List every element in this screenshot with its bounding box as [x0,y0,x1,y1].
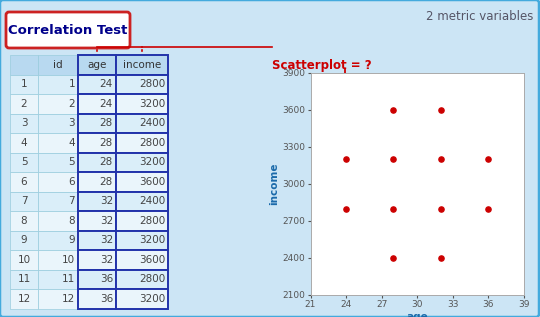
Text: 8: 8 [69,216,75,226]
Text: 4: 4 [21,138,28,148]
Bar [38,152,78,172]
Bar [10,172,38,191]
Bar [78,269,116,289]
Text: 28: 28 [100,157,113,167]
Bar [116,172,168,191]
Point [484,206,492,211]
Bar [10,113,38,133]
Text: 3200: 3200 [139,235,165,245]
Bar [38,191,78,211]
Text: 2800: 2800 [139,79,165,89]
Bar [116,289,168,308]
Text: id: id [53,60,63,70]
Text: 5: 5 [69,157,75,167]
Text: 32: 32 [100,196,113,206]
Text: 12: 12 [17,294,31,304]
Text: 2800: 2800 [139,216,165,226]
Text: 3200: 3200 [139,294,165,304]
Text: 28: 28 [100,138,113,148]
Text: 3: 3 [21,118,28,128]
Text: 24: 24 [100,99,113,109]
FancyBboxPatch shape [6,12,130,48]
Text: 6: 6 [21,177,28,187]
Bar [10,191,38,211]
Bar [116,133,168,152]
Text: 11: 11 [62,274,75,284]
Bar [10,289,38,308]
Point [342,157,350,162]
Text: 12: 12 [62,294,75,304]
Text: 32: 32 [100,235,113,245]
Text: 1: 1 [69,79,75,89]
Text: 2400: 2400 [139,196,165,206]
Text: 3200: 3200 [139,157,165,167]
Text: 2: 2 [69,99,75,109]
Bar [78,152,116,172]
Bar [78,230,116,250]
Text: 32: 32 [100,216,113,226]
Text: 5: 5 [21,157,28,167]
Bar [10,152,38,172]
Bar [38,113,78,133]
Point [342,206,350,211]
Bar [38,230,78,250]
Text: 9: 9 [21,235,28,245]
Text: 32: 32 [100,255,113,265]
Point [436,255,445,260]
Bar [38,250,78,269]
Text: 24: 24 [100,79,113,89]
Point [436,107,445,113]
Bar [10,94,38,113]
Text: 3: 3 [69,118,75,128]
Bar [116,113,168,133]
Bar [78,172,116,191]
Bar [38,269,78,289]
Text: Scatterplot = ?: Scatterplot = ? [272,59,372,72]
Text: 9: 9 [69,235,75,245]
Text: 28: 28 [100,177,113,187]
Bar [78,289,116,308]
Bar [116,94,168,113]
Text: 2: 2 [21,99,28,109]
Bar [38,55,78,74]
Bar [116,250,168,269]
Bar [116,230,168,250]
Text: 36: 36 [100,294,113,304]
Bar [38,133,78,152]
Text: 2400: 2400 [139,118,165,128]
Text: 11: 11 [17,274,31,284]
Text: 2 metric variables: 2 metric variables [426,10,533,23]
Text: 4: 4 [69,138,75,148]
Text: 10: 10 [62,255,75,265]
Bar [10,269,38,289]
Point [389,255,398,260]
Bar [38,211,78,230]
Bar [116,211,168,230]
Text: 28: 28 [100,118,113,128]
Text: age: age [87,60,107,70]
Bar [116,269,168,289]
Text: 7: 7 [21,196,28,206]
X-axis label: age: age [406,312,428,317]
Bar [10,211,38,230]
Bar [78,191,116,211]
Text: 8: 8 [21,216,28,226]
Text: 3600: 3600 [139,255,165,265]
Point [436,157,445,162]
Point [389,107,398,113]
Bar [10,230,38,250]
Bar [38,74,78,94]
Bar [78,55,116,74]
Text: 3600: 3600 [139,177,165,187]
Bar [10,74,38,94]
Bar [78,74,116,94]
Point [436,206,445,211]
Bar [116,152,168,172]
Text: 2800: 2800 [139,274,165,284]
Bar [78,94,116,113]
Point [389,206,398,211]
Y-axis label: income: income [269,163,279,205]
Bar [10,250,38,269]
Bar [116,55,168,74]
